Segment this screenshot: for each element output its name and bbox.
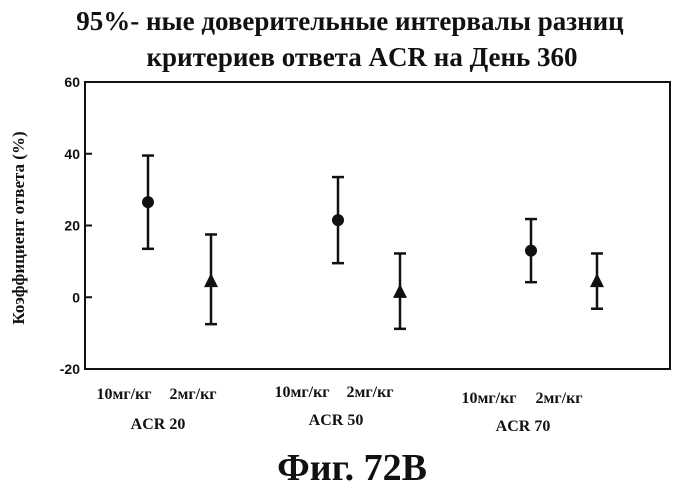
point-circle-marker — [525, 244, 537, 257]
category-labels: 10мг/кг 2мг/кг ACR 20 10мг/кг 2мг/кг ACR 50 10… — [96, 384, 582, 435]
y-tick-label: -20 — [60, 361, 80, 377]
dose-label: 10мг/кг — [274, 384, 329, 401]
error-bar-series — [142, 154, 604, 331]
error-bar-6 — [590, 252, 604, 310]
y-tick-label: 60 — [64, 74, 80, 90]
y-tick-label: 40 — [64, 146, 80, 162]
dose-label: 2мг/кг — [535, 390, 582, 407]
dose-label: 2мг/кг — [169, 386, 216, 403]
y-tick-label: 0 — [72, 289, 80, 305]
error-bar-4 — [393, 252, 407, 331]
point-triangle-marker — [393, 283, 407, 298]
point-circle-marker — [332, 214, 344, 227]
group-label: ACR 70 — [496, 418, 551, 435]
chart-title-line-1: 95%- ные доверительные интервалы разниц — [76, 6, 624, 36]
error-bar-3 — [332, 175, 344, 265]
point-triangle-marker — [204, 273, 218, 288]
y-axis-label: Коэффициент ответа (%) — [9, 131, 28, 324]
chart-title-line-2: критериев ответа ACR на День 360 — [146, 42, 577, 72]
point-circle-marker — [142, 196, 154, 209]
figure-caption: Фиг. 72В — [277, 447, 427, 489]
group-label: ACR 50 — [309, 412, 364, 429]
y-tick-label: 20 — [64, 218, 80, 234]
dose-label: 10мг/кг — [461, 390, 516, 407]
group-label: ACR 20 — [131, 416, 186, 433]
point-triangle-marker — [590, 273, 604, 288]
dose-label: 10мг/кг — [96, 386, 151, 403]
error-bar-1 — [142, 154, 154, 251]
plot-frame — [84, 81, 671, 370]
error-bar-5 — [525, 217, 537, 284]
error-bar-2 — [204, 233, 218, 326]
dose-label: 2мг/кг — [346, 384, 393, 401]
y-axis-ticks: 60 40 20 0 -20 — [60, 74, 92, 377]
